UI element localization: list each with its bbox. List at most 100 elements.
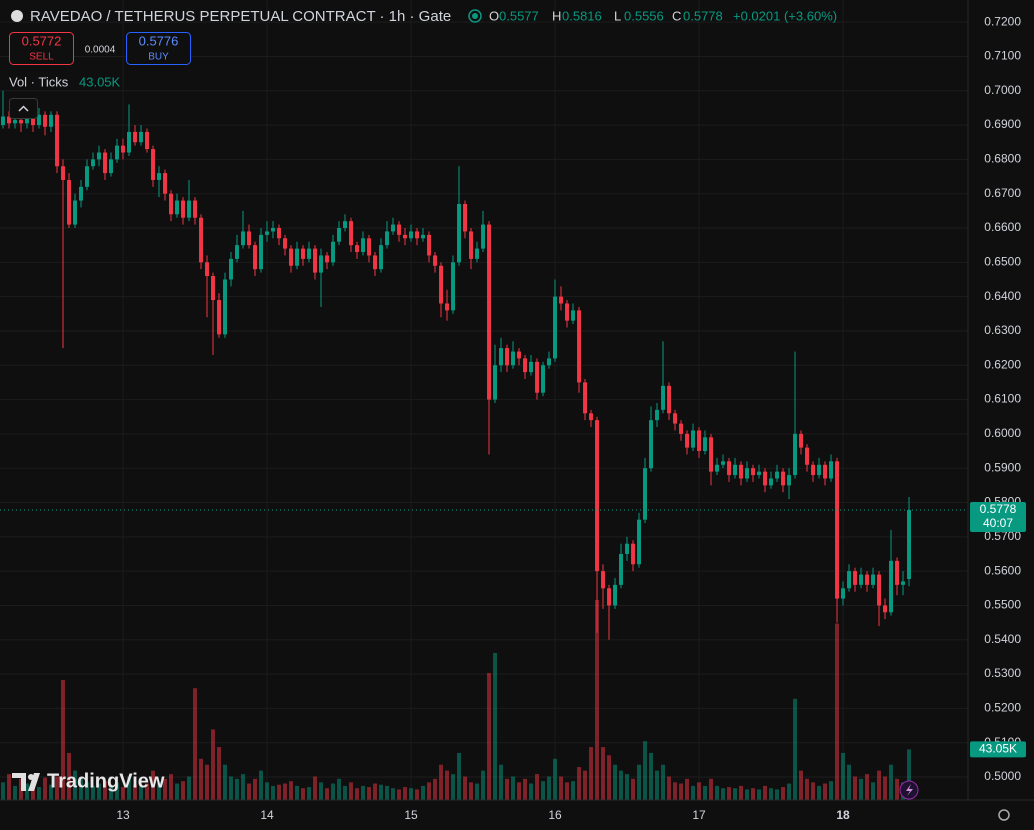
volume-bar — [415, 789, 419, 800]
volume-bar — [139, 785, 143, 800]
volume-bar — [883, 776, 887, 800]
candle-body — [283, 238, 287, 249]
axes: 0.7200 0.7100 0.7000 0.6900 0.6800 0.6700 0.66… — [0, 14, 1026, 822]
symbol-title[interactable]: RAVEDAO / TETHERUS PERPETUAL CONTRACT · … — [30, 8, 451, 25]
candle-body — [223, 279, 227, 335]
candle-body — [289, 248, 293, 266]
volume-bar — [175, 783, 179, 800]
volume-bar — [151, 770, 155, 800]
candle-body — [451, 262, 455, 311]
volume-bar — [541, 781, 545, 800]
candle-body — [703, 437, 707, 452]
volume-bar — [259, 770, 263, 800]
candle-body — [751, 468, 755, 476]
candle-body — [745, 468, 749, 479]
y-tick-label: 0.5000 — [984, 769, 1021, 783]
volume-bar — [373, 783, 377, 800]
candle-body — [235, 245, 239, 259]
volume-bar — [145, 783, 149, 800]
candle-body — [265, 231, 269, 235]
volume-bar — [295, 785, 299, 800]
volume-bar — [439, 764, 443, 800]
ohlc-value: 0.5816 — [562, 8, 602, 23]
volume-bar — [685, 778, 689, 800]
candle-body — [757, 471, 761, 476]
watermark: TradingView — [47, 770, 165, 792]
sell-button[interactable] — [9, 32, 74, 65]
candle-body — [175, 200, 179, 215]
volume-bar — [613, 764, 617, 800]
volume-bar — [343, 785, 347, 800]
last-price-box — [970, 502, 1026, 533]
volume-bar — [619, 770, 623, 800]
status-dot — [468, 9, 482, 23]
candle-body — [583, 382, 587, 414]
volume-bar — [181, 781, 185, 800]
volume-bar — [91, 785, 95, 800]
volume-bar — [649, 752, 653, 800]
volume-bar — [337, 778, 341, 800]
volume-bar — [205, 764, 209, 800]
candle-body — [709, 437, 713, 472]
logo-dot — [28, 774, 34, 780]
volume-bar — [49, 784, 53, 800]
buy-button[interactable] — [126, 32, 191, 65]
candle-body — [109, 159, 113, 174]
candle-body — [139, 131, 143, 143]
candle-body — [781, 471, 785, 486]
volume-bar — [895, 778, 899, 800]
volume-bar — [745, 789, 749, 800]
volume-bar — [283, 783, 287, 800]
volume-bar — [679, 783, 683, 800]
volume-bar — [253, 778, 257, 800]
candle-body — [907, 510, 911, 580]
candle-body — [133, 131, 137, 143]
volume-bar — [673, 782, 677, 800]
y-tick-label: 0.6300 — [984, 323, 1021, 337]
x-tick-label: 15 — [404, 808, 418, 822]
x-tick-label: 17 — [692, 808, 706, 822]
candle-body — [613, 584, 617, 606]
candle-body — [607, 588, 611, 606]
volume-bar — [163, 778, 167, 800]
volume-bar — [469, 782, 473, 800]
volume-bar — [811, 782, 815, 800]
candle-body — [103, 152, 107, 174]
candle-body — [277, 228, 281, 239]
candle-body — [895, 560, 899, 585]
candle-body — [343, 221, 347, 229]
volume-bar — [481, 770, 485, 800]
candle-body — [169, 193, 173, 215]
volume-bar — [445, 770, 449, 800]
volume-bar — [223, 764, 227, 800]
x-tick-label: 14 — [260, 808, 274, 822]
volume-bar — [127, 776, 131, 800]
candle-body — [445, 303, 449, 311]
candle-body — [565, 303, 569, 321]
volume-bar — [847, 764, 851, 800]
settings-icon[interactable] — [998, 809, 1010, 821]
candle-body — [883, 605, 887, 613]
indicator-name[interactable]: Vol · Ticks — [9, 74, 69, 89]
volume-bar — [607, 755, 611, 800]
candle-body — [355, 245, 359, 253]
candle-body — [859, 574, 863, 585]
volume-bar — [505, 778, 509, 800]
y-tick-label: 0.7000 — [984, 83, 1021, 97]
symbol-icon — [11, 10, 23, 22]
candle-body — [487, 224, 491, 400]
candle-body — [439, 265, 443, 304]
volume-bar — [409, 788, 413, 800]
collapse-button[interactable] — [9, 98, 38, 119]
candle-body — [1, 116, 5, 126]
candle-body — [391, 224, 395, 232]
candle-body — [805, 447, 809, 465]
y-tick-label: 0.5500 — [984, 598, 1021, 612]
change: +0.0201 (+3.60%) — [733, 8, 837, 23]
candle-body — [463, 203, 467, 232]
volume-bar — [715, 785, 719, 800]
alert-bolt — [906, 784, 913, 796]
candle-body — [787, 475, 791, 486]
candle-body — [601, 571, 605, 589]
